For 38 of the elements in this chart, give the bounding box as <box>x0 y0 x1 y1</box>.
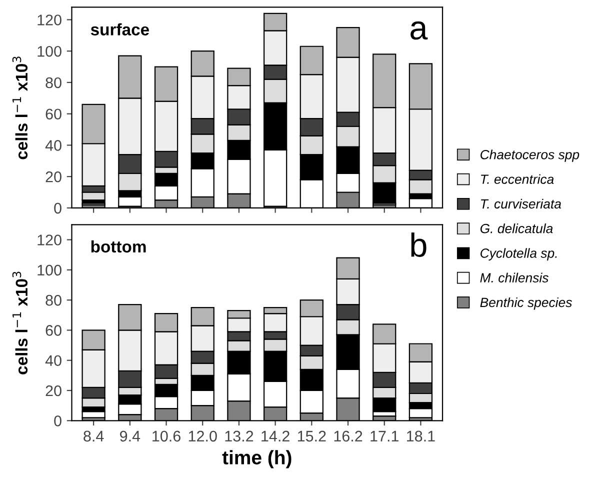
legend-label: M. chilensis <box>480 272 548 282</box>
legend-label: Chaetoceros spp <box>480 150 580 162</box>
y-tick-label: 20 <box>46 385 62 396</box>
x-tick-label: 13.2 <box>225 430 254 442</box>
annotation: bottom <box>91 240 146 253</box>
y-tick-label: 100 <box>38 46 62 57</box>
x-tick-label: 18.1 <box>407 430 435 442</box>
y-tick-label: 20 <box>46 171 62 182</box>
y-tick-label: 80 <box>46 77 62 88</box>
legend-label: Cyclotella sp. <box>480 248 557 260</box>
annotation: b <box>411 232 426 257</box>
legend-label: G. delicatula <box>480 224 553 234</box>
y-tick-label: 60 <box>46 108 62 120</box>
x-tick-label: 14.2 <box>262 430 290 442</box>
x-tick-label: 12.0 <box>188 430 217 442</box>
x-tick-label: 10.6 <box>152 430 180 442</box>
legend-label: T. eccentrica <box>481 174 554 184</box>
y-tick-label: 60 <box>46 325 62 336</box>
x-axis-title: time (h) <box>222 450 292 468</box>
y-tick-label: 0 <box>54 202 62 214</box>
x-tick-label: 8.4 <box>84 430 104 442</box>
y-tick-label: 40 <box>45 355 62 366</box>
x-tick-label: 17.1 <box>370 430 398 442</box>
y-tick-label: 40 <box>45 140 62 151</box>
annotation: surface <box>90 23 150 36</box>
legend-label: T. curviseriata <box>481 198 562 209</box>
y-tick-label: 0 <box>54 416 62 426</box>
x-tick-label: 9.4 <box>120 430 140 442</box>
y-tick-label: 100 <box>38 264 62 276</box>
y-axis-title: cells l$^{−1}$ x10$^{3}$ <box>12 56 28 160</box>
x-tick-label: 15.2 <box>298 430 326 442</box>
y-tick-label: 80 <box>46 294 62 306</box>
x-tick-label: 16.2 <box>334 430 362 442</box>
legend-label: Benthic species <box>480 297 572 310</box>
annotation: a <box>410 21 428 40</box>
y-tick-label: 120 <box>38 234 62 246</box>
y-tick-label: 120 <box>38 14 62 26</box>
y-axis-title: cells l$^{−1}$ x10$^{3}$ <box>12 272 28 374</box>
